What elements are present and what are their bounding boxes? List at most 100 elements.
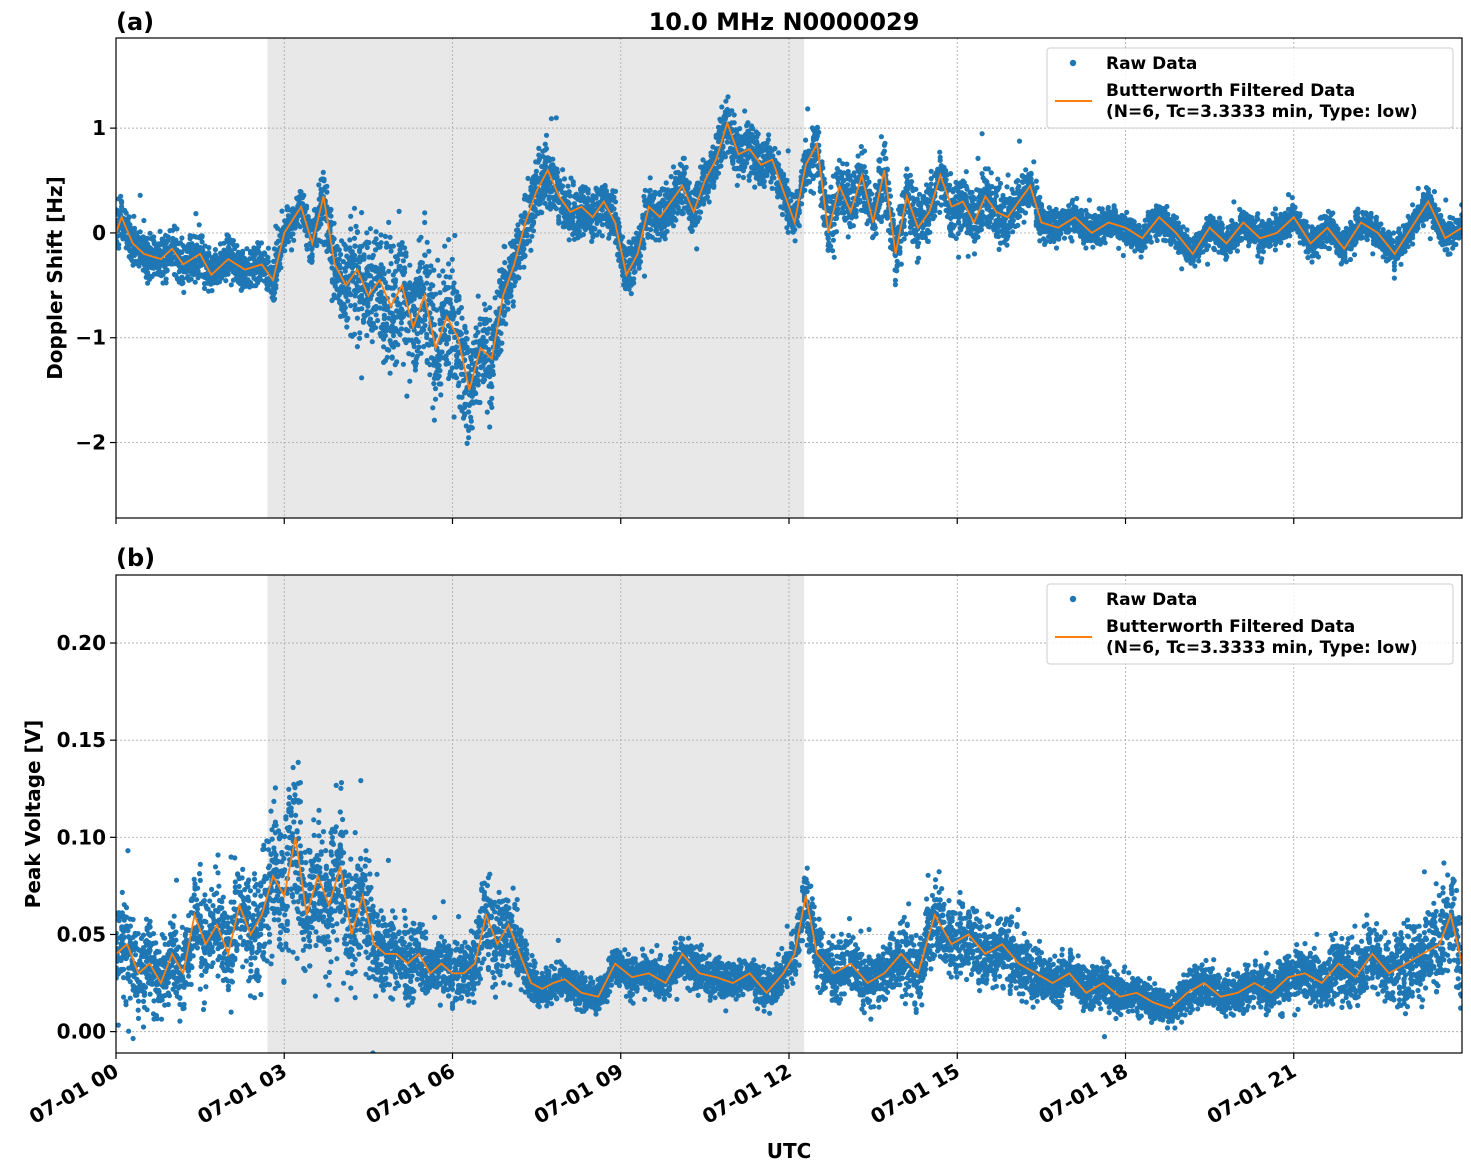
raw-data-point (464, 344, 470, 350)
raw-data-point (487, 424, 493, 430)
raw-data-point (516, 275, 522, 281)
raw-data-point (206, 251, 212, 257)
raw-data-point (720, 144, 726, 151)
raw-data-point (719, 104, 725, 110)
raw-data-point (277, 261, 283, 267)
raw-data-point (354, 229, 360, 235)
raw-data-point (554, 174, 560, 180)
raw-data-point (367, 316, 373, 322)
raw-data-point (118, 193, 124, 199)
raw-data-point (351, 252, 358, 258)
raw-data-point (395, 256, 401, 262)
raw-data-point (566, 189, 572, 195)
raw-data-point (405, 328, 411, 334)
raw-data-point (475, 329, 481, 335)
raw-data-point (755, 131, 761, 137)
raw-data-point (404, 393, 410, 399)
raw-data-point (675, 205, 681, 211)
raw-data-point (548, 116, 555, 122)
raw-data-point (422, 317, 428, 323)
raw-data-point (785, 148, 791, 154)
raw-data-point (188, 276, 194, 282)
raw-data-point (282, 242, 288, 248)
raw-data-point (380, 265, 386, 271)
raw-data-point (766, 132, 772, 138)
raw-data-point (289, 247, 295, 253)
raw-data-point (898, 261, 904, 267)
raw-data-point (517, 264, 523, 270)
raw-data-point (320, 169, 326, 175)
raw-data-point (412, 367, 418, 373)
raw-data-point (909, 179, 915, 185)
raw-data-point (206, 245, 212, 251)
raw-data-point (271, 290, 278, 296)
raw-data-point (375, 317, 381, 324)
raw-data-point (442, 332, 448, 338)
raw-data-point (271, 296, 278, 302)
raw-data-point (641, 241, 647, 247)
raw-data-point (324, 189, 330, 195)
raw-data-point (576, 228, 582, 234)
raw-data-point (427, 372, 433, 378)
raw-data-point (861, 148, 868, 154)
raw-data-point (742, 164, 748, 170)
raw-data-point (580, 194, 587, 200)
raw-data-point (373, 229, 379, 235)
raw-data-point (805, 106, 811, 112)
raw-data-point (179, 235, 185, 241)
raw-data-point (656, 237, 662, 243)
raw-data-point (489, 357, 495, 363)
raw-data-point (440, 268, 446, 274)
raw-data-point (216, 279, 222, 285)
raw-data-point (424, 264, 430, 270)
raw-data-point (380, 295, 386, 301)
raw-data-point (411, 343, 417, 350)
raw-data-point (486, 347, 492, 353)
raw-data-point (397, 301, 403, 307)
raw-data-point (331, 236, 337, 242)
raw-data-point (258, 240, 264, 246)
raw-data-point (136, 263, 142, 269)
raw-data-point (641, 193, 647, 200)
raw-data-point (338, 265, 344, 271)
raw-data-point (599, 222, 606, 228)
raw-data-point (828, 243, 834, 249)
raw-data-point (365, 303, 371, 309)
raw-data-point (771, 175, 777, 181)
raw-data-point (316, 182, 322, 188)
raw-data-point (151, 234, 157, 240)
raw-data-point (422, 322, 428, 329)
raw-data-point (711, 182, 717, 188)
raw-data-point (502, 244, 508, 250)
raw-data-point (543, 146, 550, 152)
raw-data-point (446, 261, 452, 267)
raw-data-point (593, 195, 599, 201)
raw-data-point (212, 247, 218, 253)
raw-data-point (257, 277, 264, 283)
raw-data-point (560, 183, 566, 189)
raw-data-point (568, 175, 574, 181)
raw-data-point (590, 231, 596, 237)
raw-data-point (560, 167, 566, 173)
raw-data-point (373, 236, 379, 242)
raw-data-point (641, 273, 648, 279)
raw-data-point (424, 357, 430, 364)
raw-data-point (304, 246, 310, 252)
raw-data-point (524, 233, 530, 239)
raw-data-point (483, 338, 489, 344)
raw-data-point (878, 134, 885, 140)
raw-data-point (291, 237, 297, 243)
raw-data-point (881, 148, 888, 154)
raw-data-point (903, 231, 909, 237)
raw-data-point (342, 311, 348, 317)
raw-data-point (489, 384, 495, 390)
raw-data-point (199, 239, 205, 245)
raw-data-point (386, 219, 392, 225)
raw-data-point (830, 248, 836, 254)
raw-data-point (490, 371, 496, 377)
raw-data-point (247, 284, 253, 290)
raw-data-point (441, 280, 447, 286)
raw-data-point (421, 286, 427, 292)
raw-data-point (438, 392, 444, 398)
raw-data-point (396, 208, 402, 214)
